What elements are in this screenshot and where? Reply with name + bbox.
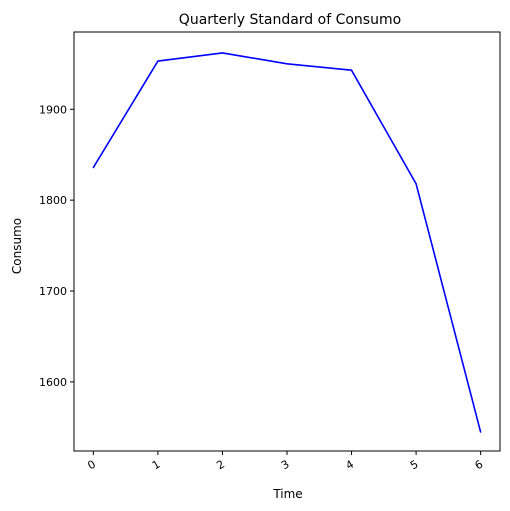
chart-title: Quarterly Standard of Consumo	[179, 12, 401, 28]
y-tick-label: 1900	[39, 103, 67, 116]
y-tick-label: 1800	[39, 194, 67, 207]
y-tick-label: 1700	[39, 285, 67, 298]
plot-area	[74, 32, 500, 451]
y-axis-label: Consumo	[10, 218, 24, 274]
plot-layer	[73, 31, 501, 452]
x-axis-label: Time	[272, 487, 302, 501]
y-tick-label: 1600	[39, 376, 67, 389]
series-line-0	[92, 52, 482, 433]
